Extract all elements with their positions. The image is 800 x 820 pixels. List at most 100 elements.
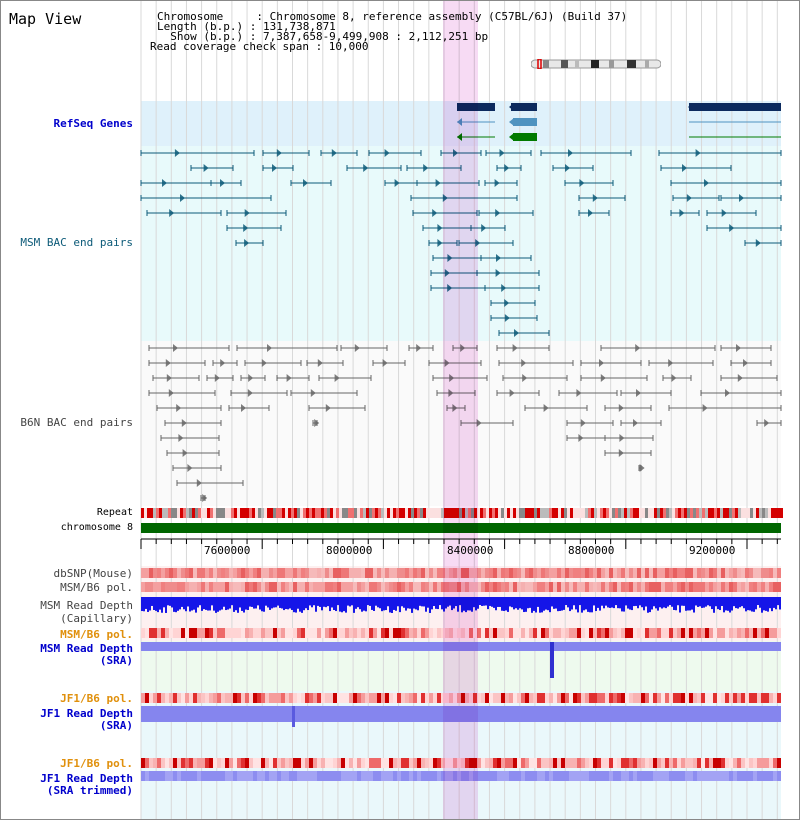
depth-bar xyxy=(605,597,607,606)
track-label-msm-depth-capillary[interactable]: MSM Read Depth xyxy=(40,599,133,612)
heat-cell xyxy=(561,628,565,638)
depth-bar xyxy=(317,597,319,606)
depth-bar xyxy=(293,597,295,613)
heat-cell xyxy=(565,582,569,592)
heat-cell xyxy=(417,693,421,703)
track-label-jf1-depth-trimmed[interactable]: JF1 Read Depth xyxy=(40,772,133,785)
repeat-cell xyxy=(639,508,642,518)
depth-bar xyxy=(511,597,513,608)
depth-cell xyxy=(385,771,389,781)
repeat-cell xyxy=(270,508,273,518)
heat-cell xyxy=(417,582,421,592)
heat-cell xyxy=(141,628,145,638)
heat-cell xyxy=(329,628,333,638)
repeat-cell xyxy=(597,508,600,518)
depth-cell xyxy=(365,771,369,781)
b6n-bac-arrow xyxy=(576,389,582,397)
heat-cell xyxy=(697,693,701,703)
heat-cell xyxy=(705,582,709,592)
heat-cell xyxy=(717,582,721,592)
depth-cell xyxy=(173,771,177,781)
heat-cell xyxy=(521,582,525,592)
track-label-jf1-b6-pol[interactable]: JF1/B6 pol. xyxy=(60,692,133,705)
depth-bar xyxy=(621,597,623,612)
b6n-bac-arrow xyxy=(743,359,748,367)
repeat-cell xyxy=(711,508,714,518)
repeat-cell xyxy=(633,508,636,518)
depth-bar xyxy=(283,597,285,611)
heat-cell xyxy=(421,693,425,703)
heat-cell xyxy=(581,758,585,768)
repeat-cell xyxy=(414,508,417,518)
heat-cell xyxy=(245,582,249,592)
chromosome-info: Chromosome : Chromosome 8, reference ass… xyxy=(157,10,628,23)
depth-bar xyxy=(687,597,689,611)
track-label-msm-b6-pol[interactable]: MSM/B6 pol. xyxy=(60,581,133,594)
repeat-cell xyxy=(507,508,510,518)
heat-cell xyxy=(549,568,553,578)
track-label-msm-b6-pol-orange[interactable]: MSM/B6 pol. xyxy=(60,628,133,641)
heat-cell xyxy=(541,568,545,578)
chromosome-ideogram-icon[interactable] xyxy=(530,54,662,70)
heat-cell xyxy=(565,628,569,638)
heat-cell xyxy=(145,568,149,578)
heat-cell xyxy=(305,758,309,768)
depth-bar xyxy=(617,597,619,609)
heat-cell xyxy=(761,693,765,703)
depth-cell xyxy=(537,771,541,781)
depth-cell xyxy=(313,771,317,781)
depth-cell xyxy=(337,771,341,781)
msm-bac-arrow xyxy=(496,254,501,262)
selected-region-highlight[interactable] xyxy=(443,1,478,819)
repeat-cell xyxy=(549,508,552,518)
heat-cell xyxy=(321,568,325,578)
repeat-cell xyxy=(318,508,321,518)
track-label-jf1-b6-pol-2[interactable]: JF1/B6 pol. xyxy=(60,757,133,770)
heat-cell xyxy=(385,758,389,768)
depth-cell xyxy=(625,771,629,781)
heat-cell xyxy=(233,758,237,768)
depth-bar xyxy=(619,597,621,609)
heat-cell xyxy=(661,568,665,578)
track-label-jf1-depth-sra[interactable]: JF1 Read Depth xyxy=(40,707,133,720)
depth-bar xyxy=(587,597,589,612)
heat-cell xyxy=(405,758,409,768)
track-label-refseq[interactable]: RefSeq Genes xyxy=(53,117,133,130)
track-label-msm-bac[interactable]: MSM BAC end pairs xyxy=(20,236,133,249)
msm-bac-arrow xyxy=(501,284,507,292)
track-label-dbsnp[interactable]: dbSNP(Mouse) xyxy=(53,567,133,580)
heat-cell xyxy=(621,628,625,638)
heat-cell xyxy=(521,628,525,638)
repeat-cell xyxy=(627,508,630,518)
gene-arrow xyxy=(509,118,514,126)
depth-bar xyxy=(309,597,311,606)
heat-cell xyxy=(381,693,385,703)
depth-cell xyxy=(609,771,613,781)
repeat-cell xyxy=(642,508,645,518)
heat-cell xyxy=(401,582,405,592)
repeat-cell xyxy=(432,508,435,518)
heat-cell xyxy=(729,693,733,703)
heat-cell xyxy=(177,568,181,578)
depth-bar xyxy=(599,597,601,611)
repeat-cell xyxy=(156,508,159,518)
depth-cell xyxy=(389,771,393,781)
heat-cell xyxy=(545,582,549,592)
depth-bar xyxy=(413,597,415,609)
repeat-cell xyxy=(324,508,327,518)
heat-cell xyxy=(373,693,377,703)
depth-bar xyxy=(151,597,153,606)
heat-cell xyxy=(573,568,577,578)
repeat-cell xyxy=(624,508,627,518)
heat-cell xyxy=(233,582,237,592)
heat-cell xyxy=(501,568,505,578)
msm-bac-arrow xyxy=(695,149,701,157)
track-label-msm-depth-sra[interactable]: MSM Read Depth xyxy=(40,642,133,655)
msm-bac-arrow xyxy=(686,194,692,202)
track-label-b6n-bac[interactable]: B6N BAC end pairs xyxy=(20,416,133,429)
heat-cell xyxy=(337,693,341,703)
repeat-cell xyxy=(423,508,426,518)
depth-cell xyxy=(189,771,193,781)
heat-cell xyxy=(325,568,329,578)
repeat-cell xyxy=(729,508,732,518)
